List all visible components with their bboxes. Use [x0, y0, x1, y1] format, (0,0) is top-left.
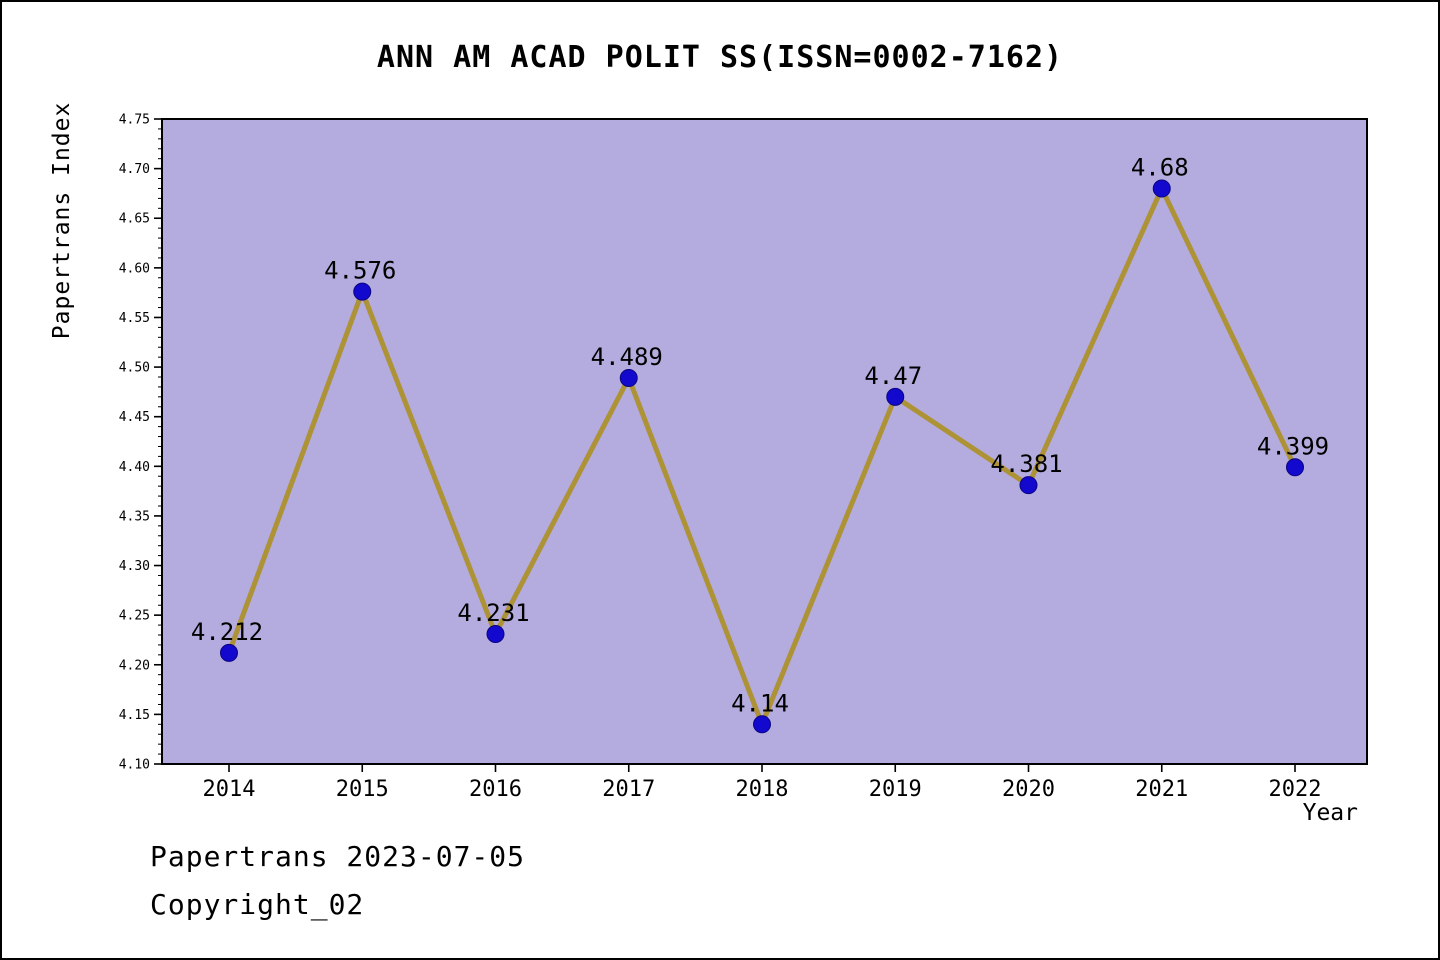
footer-source-date: Papertrans 2023-07-05 [150, 840, 526, 873]
y-axis-tick-label: 4.65 [119, 212, 150, 227]
y-axis-tick-label: 4.75 [119, 113, 150, 128]
data-point [753, 715, 771, 734]
plot-area [161, 118, 1368, 765]
y-axis-tick-label: 4.25 [119, 609, 150, 624]
x-axis-tick-label: 2020 [1002, 777, 1055, 802]
x-axis-label: Year [1302, 800, 1358, 826]
data-point [486, 625, 505, 644]
data-point-label: 4.381 [990, 450, 1062, 478]
y-axis-tick-label: 4.10 [119, 758, 150, 773]
data-point-label: 4.47 [864, 362, 922, 390]
data-point-label: 4.489 [591, 343, 663, 371]
data-point [353, 282, 372, 301]
x-axis-tick-label: 2016 [469, 777, 522, 802]
y-axis-tick-label: 4.60 [119, 261, 150, 276]
data-point [1286, 458, 1304, 477]
y-axis-tick-label: 4.35 [119, 509, 150, 524]
data-point [1152, 179, 1171, 198]
y-axis-tick-label: 4.55 [119, 311, 150, 326]
y-axis-tick-label: 4.45 [119, 410, 150, 425]
x-axis-tick-label: 2022 [1269, 777, 1322, 802]
y-axis-label: Papertrans Index [49, 101, 75, 340]
x-axis-tick-label: 2018 [736, 777, 789, 802]
y-axis-tick-label: 4.15 [119, 708, 150, 723]
y-axis-tick-label: 4.50 [119, 361, 150, 376]
data-point-label: 4.399 [1257, 432, 1329, 460]
x-axis-tick-label: 2017 [602, 777, 655, 802]
data-point [1019, 476, 1038, 495]
y-axis-tick-label: 4.20 [119, 658, 150, 673]
data-point-label: 4.576 [324, 257, 396, 285]
x-axis-tick-label: 2014 [203, 777, 256, 802]
data-point [619, 368, 638, 387]
y-axis-tick-label: 4.70 [119, 162, 150, 177]
data-point-label: 4.231 [457, 599, 529, 627]
y-axis-tick-label: 4.30 [119, 559, 150, 574]
footer-copyright: Copyright_02 [150, 888, 365, 921]
data-point [220, 643, 238, 662]
x-axis-tick-label: 2021 [1135, 777, 1188, 802]
x-axis-tick-label: 2019 [869, 777, 922, 802]
x-axis-tick-label: 2015 [336, 777, 389, 802]
y-axis-tick-label: 4.40 [119, 460, 150, 475]
data-point [886, 387, 905, 406]
data-point-label: 4.68 [1131, 153, 1189, 181]
chart-title: ANN AM ACAD POLIT SS(ISSN=0002-7162) [376, 40, 1064, 75]
data-point-label: 4.212 [191, 618, 263, 646]
data-point-label: 4.14 [731, 689, 789, 717]
